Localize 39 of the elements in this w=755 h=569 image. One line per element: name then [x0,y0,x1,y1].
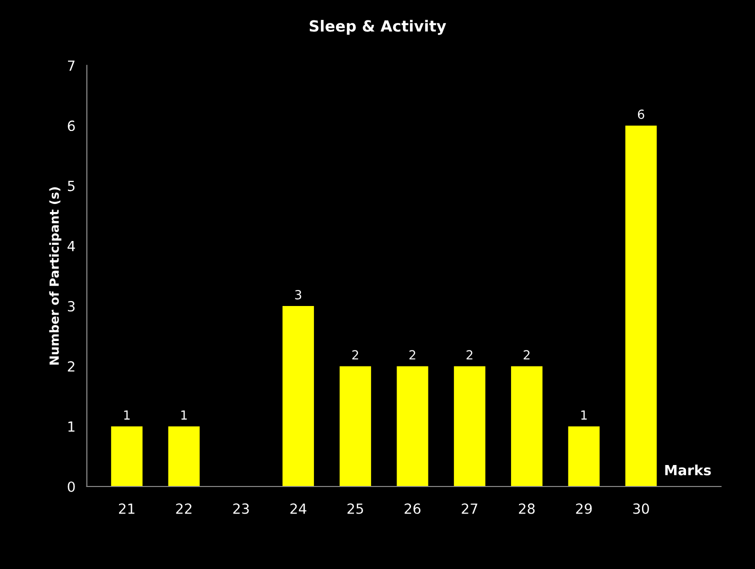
x-tick-label: 28 [518,503,535,514]
bar [340,366,372,486]
bar [396,366,428,486]
y-tick-label: 6 [68,120,75,132]
data-label: 2 [352,350,358,360]
y-tick-label: 7 [68,60,75,71]
y-tick-label: 2 [68,361,74,372]
bar [168,426,200,486]
data-label: 3 [295,290,302,300]
bar [454,366,486,486]
data-label: 2 [524,350,530,360]
bar [282,306,314,486]
x-tick-label: 24 [290,503,306,514]
data-label: 1 [181,410,187,420]
x-tick-label: 30 [633,503,649,514]
y-tick-label: 1 [68,421,74,432]
bar [625,126,657,486]
y-tick-label: 5 [68,180,74,192]
data-label: 2 [466,350,472,360]
bar [568,426,600,486]
x-axis-title: Marks [665,464,711,476]
chart-title: Sleep & Activity [310,20,446,35]
x-tick-label: 26 [404,503,420,514]
data-label: 1 [581,410,587,420]
x-tick-label: 27 [462,503,478,514]
x-tick-label: 22 [176,503,192,514]
x-tick-label: 29 [576,503,592,514]
y-tick-label: 0 [68,481,75,492]
y-tick-label: 3 [68,301,75,312]
y-axis-title: Number of Participant (s) [49,187,62,365]
bar [511,366,542,486]
data-label: 6 [638,110,644,119]
x-tick-label: 25 [348,503,363,514]
data-label: 2 [409,350,416,360]
bar [111,426,143,486]
y-tick-label: 4 [68,241,75,252]
x-tick-label: 21 [119,503,134,514]
data-label: 1 [124,410,130,420]
x-tick-label: 23 [233,503,249,514]
